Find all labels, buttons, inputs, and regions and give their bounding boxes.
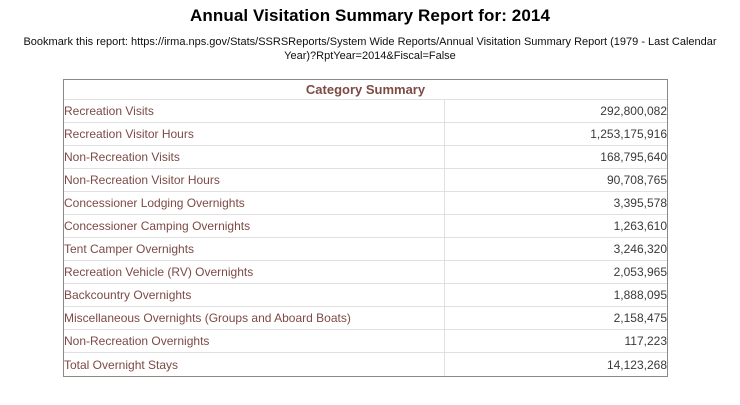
table-row: Concessioner Lodging Overnights 3,395,578 xyxy=(64,192,667,215)
category-label: Non-Recreation Overnights xyxy=(64,330,445,353)
category-summary-table: Category Summary Recreation Visits 292,80… xyxy=(63,79,668,377)
category-value: 168,795,640 xyxy=(445,146,667,169)
bookmark-text: Bookmark this report: https://irma.nps.g… xyxy=(23,36,717,62)
category-label: Concessioner Lodging Overnights xyxy=(64,192,445,215)
category-label: Concessioner Camping Overnights xyxy=(64,215,445,238)
category-value: 3,395,578 xyxy=(445,192,667,215)
category-value: 3,246,320 xyxy=(445,238,667,261)
category-value: 14,123,268 xyxy=(606,357,667,372)
table-row: Recreation Visits 292,800,082 xyxy=(64,100,667,123)
page-title: Annual Visitation Summary Report for: 20… xyxy=(189,6,551,25)
table-row: Recreation Vehicle (RV) Overnights 2,053,… xyxy=(64,261,667,284)
table-header-row: Category Summary xyxy=(64,80,667,100)
category-label: Backcountry Overnights xyxy=(64,284,445,307)
category-label: Recreation Visitor Hours xyxy=(64,123,445,146)
table-row: Total Overnight Stays 14,123,268 xyxy=(64,353,667,376)
category-value: 292,800,082 xyxy=(445,100,667,123)
table-row: Concessioner Camping Overnights 1,263,610 xyxy=(64,215,667,238)
category-label: Tent Camper Overnights xyxy=(64,238,445,261)
table-body: Recreation Visits 292,800,082 Recreation V… xyxy=(64,100,667,376)
category-label: Total Overnight Stays xyxy=(64,353,445,376)
category-value: 1,253,175,916 xyxy=(445,123,667,146)
category-label: Miscellaneous Overnights (Groups and Abo… xyxy=(64,307,445,330)
table-row: Tent Camper Overnights 3,246,320 xyxy=(64,238,667,261)
category-value: 90,708,765 xyxy=(445,169,667,192)
category-value: 1,263,610 xyxy=(445,215,667,238)
category-value: 117,223 xyxy=(445,330,667,353)
category-value: 2,053,965 xyxy=(445,261,667,284)
category-label: Recreation Visits xyxy=(64,100,445,123)
category-label: Non-Recreation Visitor Hours xyxy=(64,169,445,192)
table-row: Miscellaneous Overnights (Groups and Abo… xyxy=(64,307,667,330)
table-title: Category Summary xyxy=(64,80,667,100)
table-row: Non-Recreation Overnights 117,223 xyxy=(64,330,667,353)
category-label: Recreation Vehicle (RV) Overnights xyxy=(64,261,445,284)
category-value: 1,888,095 xyxy=(445,284,667,307)
table-row: Non-Recreation Visits 168,795,640 xyxy=(64,146,667,169)
category-label: Non-Recreation Visits xyxy=(64,146,445,169)
table-row: Non-Recreation Visitor Hours 90,708,765 xyxy=(64,169,667,192)
table-row: Recreation Visitor Hours 1,253,175,916 xyxy=(64,123,667,146)
category-value: 2,158,475 xyxy=(445,307,667,330)
table-row: Backcountry Overnights 1,888,095 xyxy=(64,284,667,307)
